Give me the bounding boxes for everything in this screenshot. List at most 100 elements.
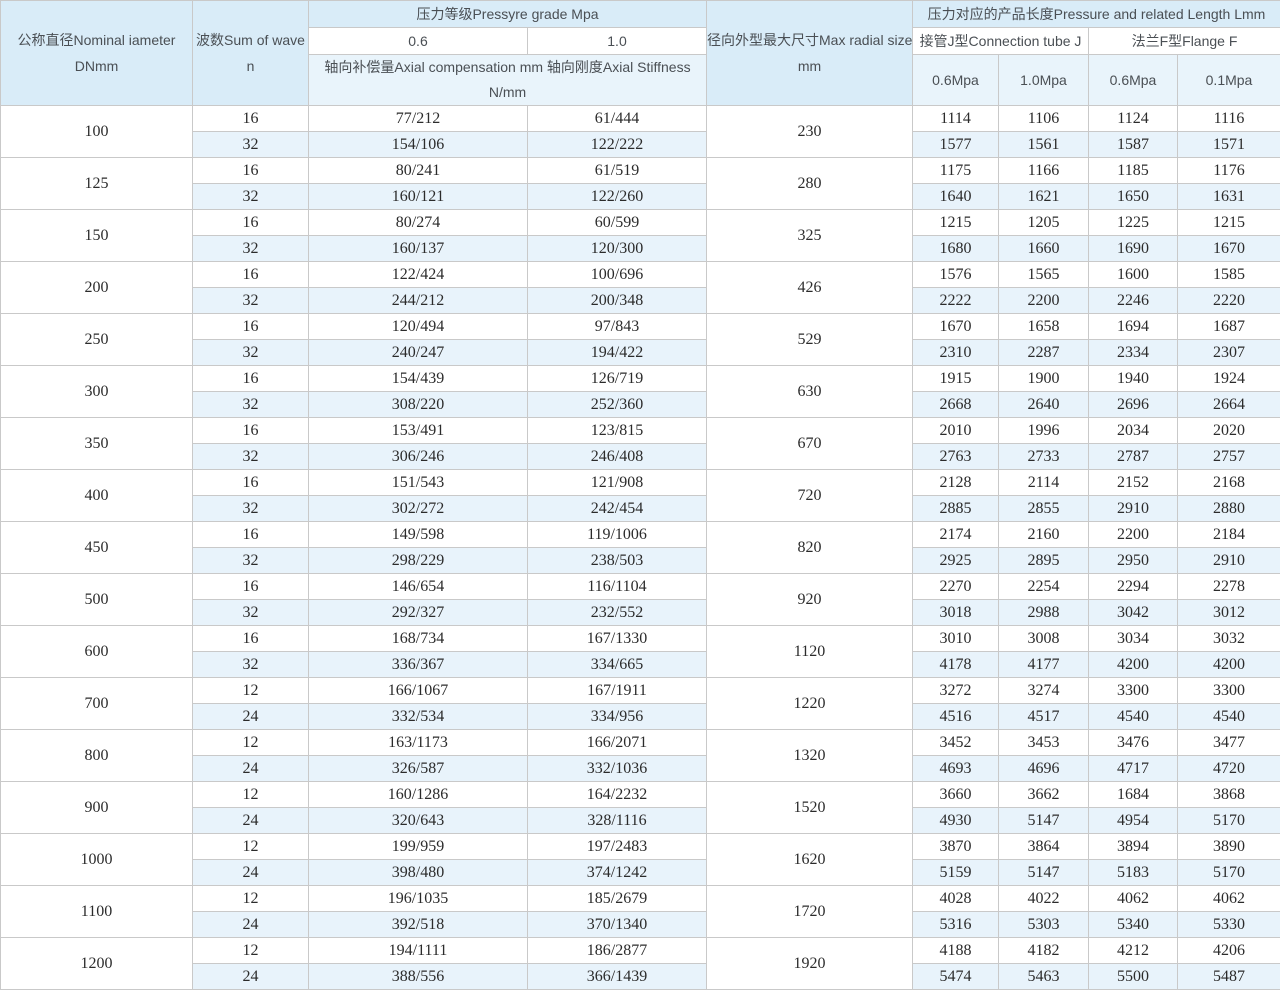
wave-count-cell: 24 (193, 964, 309, 990)
len-tube-10-cell: 5303 (999, 912, 1089, 938)
wave-count-cell: 12 (193, 886, 309, 912)
axial-10-cell: 126/719 (528, 366, 707, 392)
len-flange-01-cell: 2307 (1178, 340, 1280, 366)
dn-cell: 200 (1, 262, 193, 314)
axial-10-cell: 61/519 (528, 158, 707, 184)
wave-count-cell: 16 (193, 418, 309, 444)
header-wave-count: 波数Sum of wave n (193, 1, 309, 106)
axial-06-cell: 151/543 (309, 470, 528, 496)
table-row: 24320/643328/11164930514749545170 (1, 808, 1280, 834)
axial-10-cell: 232/552 (528, 600, 707, 626)
axial-10-cell: 370/1340 (528, 912, 707, 938)
axial-10-cell: 116/1104 (528, 574, 707, 600)
axial-06-cell: 199/959 (309, 834, 528, 860)
len-tube-06-cell: 3010 (913, 626, 999, 652)
len-flange-01-cell: 1924 (1178, 366, 1280, 392)
len-flange-01-cell: 5330 (1178, 912, 1280, 938)
dn-cell: 400 (1, 470, 193, 522)
axial-10-cell: 334/956 (528, 704, 707, 730)
table-row: 32160/121122/2601640162116501631 (1, 184, 1280, 210)
len-tube-10-cell: 3662 (999, 782, 1089, 808)
len-flange-06-cell: 2294 (1089, 574, 1178, 600)
axial-10-cell: 185/2679 (528, 886, 707, 912)
axial-06-cell: 166/1067 (309, 678, 528, 704)
table-row: 100012199/959197/24831620387038643894389… (1, 834, 1280, 860)
table-row: 24398/480374/12425159514751835170 (1, 860, 1280, 886)
len-tube-06-cell: 1114 (913, 106, 999, 132)
len-flange-06-cell: 2246 (1089, 288, 1178, 314)
axial-10-cell: 164/2232 (528, 782, 707, 808)
table-row: 50016146/654116/11049202270225422942278 (1, 574, 1280, 600)
len-flange-01-cell: 2020 (1178, 418, 1280, 444)
axial-06-cell: 244/212 (309, 288, 528, 314)
table-row: 35016153/491123/8156702010199620342020 (1, 418, 1280, 444)
wave-count-cell: 12 (193, 678, 309, 704)
len-flange-06-cell: 5183 (1089, 860, 1178, 886)
wave-count-cell: 16 (193, 574, 309, 600)
len-flange-01-cell: 3300 (1178, 678, 1280, 704)
axial-10-cell: 60/599 (528, 210, 707, 236)
len-tube-10-cell: 1166 (999, 158, 1089, 184)
len-flange-06-cell: 3042 (1089, 600, 1178, 626)
len-tube-10-cell: 2254 (999, 574, 1089, 600)
len-tube-10-cell: 1621 (999, 184, 1089, 210)
header-tube-06mpa: 0.6Mpa (913, 55, 999, 106)
radial-size-cell: 1520 (707, 782, 913, 834)
len-flange-01-cell: 4720 (1178, 756, 1280, 782)
len-tube-06-cell: 3018 (913, 600, 999, 626)
table-row: 40016151/543121/9087202128211421522168 (1, 470, 1280, 496)
table-row: 32292/327232/5523018298830423012 (1, 600, 1280, 626)
table-body: 1001677/21261/44423011141106112411163215… (1, 106, 1280, 990)
len-tube-10-cell: 5147 (999, 860, 1089, 886)
wave-count-cell: 32 (193, 132, 309, 158)
len-flange-01-cell: 2168 (1178, 470, 1280, 496)
dn-cell: 900 (1, 782, 193, 834)
len-tube-06-cell: 4028 (913, 886, 999, 912)
table-row: 80012163/1173166/20711320345234533476347… (1, 730, 1280, 756)
len-tube-06-cell: 4516 (913, 704, 999, 730)
axial-06-cell: 77/212 (309, 106, 528, 132)
wave-count-cell: 32 (193, 236, 309, 262)
axial-10-cell: 334/665 (528, 652, 707, 678)
len-flange-01-cell: 1631 (1178, 184, 1280, 210)
dn-cell: 100 (1, 106, 193, 158)
len-flange-01-cell: 3890 (1178, 834, 1280, 860)
axial-06-cell: 160/121 (309, 184, 528, 210)
axial-06-cell: 120/494 (309, 314, 528, 340)
len-flange-06-cell: 1225 (1089, 210, 1178, 236)
wave-count-cell: 32 (193, 444, 309, 470)
dn-cell: 1100 (1, 886, 193, 938)
axial-06-cell: 80/274 (309, 210, 528, 236)
len-tube-10-cell: 2733 (999, 444, 1089, 470)
header-flange-01mpa: 0.1Mpa (1178, 55, 1280, 106)
len-flange-01-cell: 3012 (1178, 600, 1280, 626)
axial-10-cell: 119/1006 (528, 522, 707, 548)
axial-10-cell: 100/696 (528, 262, 707, 288)
axial-06-cell: 160/137 (309, 236, 528, 262)
len-flange-06-cell: 1694 (1089, 314, 1178, 340)
header-axial-compensation-stiffness: 轴向补偿量Axial compensation mm 轴向刚度Axial Sti… (309, 55, 707, 106)
len-flange-06-cell: 2334 (1089, 340, 1178, 366)
table-row: 32306/246246/4082763273327872757 (1, 444, 1280, 470)
len-tube-10-cell: 4177 (999, 652, 1089, 678)
len-tube-06-cell: 4693 (913, 756, 999, 782)
len-tube-06-cell: 1577 (913, 132, 999, 158)
axial-06-cell: 392/518 (309, 912, 528, 938)
wave-count-cell: 16 (193, 626, 309, 652)
len-tube-10-cell: 2895 (999, 548, 1089, 574)
wave-count-cell: 32 (193, 392, 309, 418)
axial-06-cell: 336/367 (309, 652, 528, 678)
len-tube-06-cell: 1670 (913, 314, 999, 340)
radial-size-cell: 529 (707, 314, 913, 366)
header-tube-10mpa: 1.0Mpa (999, 55, 1089, 106)
radial-size-cell: 426 (707, 262, 913, 314)
wave-count-cell: 16 (193, 314, 309, 340)
dn-cell: 1000 (1, 834, 193, 886)
axial-10-cell: 167/1330 (528, 626, 707, 652)
wave-count-cell: 12 (193, 834, 309, 860)
wave-count-cell: 24 (193, 860, 309, 886)
axial-10-cell: 328/1116 (528, 808, 707, 834)
len-tube-06-cell: 3452 (913, 730, 999, 756)
wave-count-cell: 16 (193, 262, 309, 288)
table-row: 32298/229238/5032925289529502910 (1, 548, 1280, 574)
